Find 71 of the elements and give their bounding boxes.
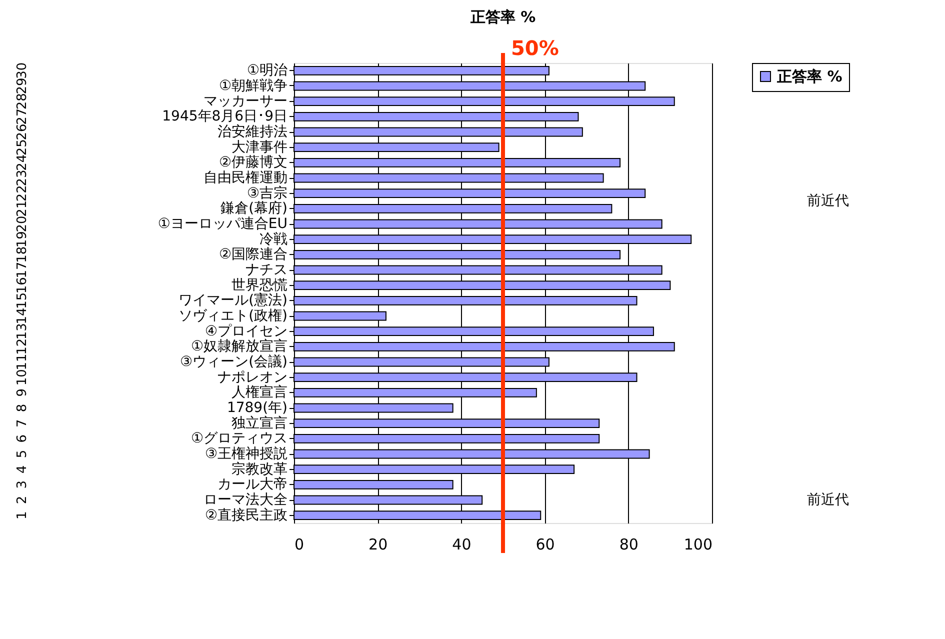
y-tick-label: 1789(年) xyxy=(226,400,288,416)
y-tick-label: ④プロイセン xyxy=(204,323,288,340)
y-tick-label: ②伊藤博文 xyxy=(218,154,288,171)
y-tick-label: 冷戦 xyxy=(260,231,288,248)
ref-line-label: 50% xyxy=(511,36,559,60)
y-tick-label: ①奴隷解放宣言 xyxy=(190,338,288,355)
y-tick-label: ①ヨーロッパ連合EU xyxy=(158,216,288,232)
legend-label: 正答率 % xyxy=(776,68,842,86)
y2-tick-label: 19 xyxy=(15,231,30,248)
x-tick-label: 80 xyxy=(619,536,638,554)
y-tick-label: マッカーサー xyxy=(204,93,288,110)
y2-tick-label: 23 xyxy=(15,170,30,186)
y2-tick-label: 7 xyxy=(15,419,30,428)
y2-tick-label: 27 xyxy=(15,108,30,125)
y2-tick-label: 25 xyxy=(15,139,30,156)
y-tick-label: ローマ法大全 xyxy=(204,492,288,508)
x-tick-label: 100 xyxy=(684,536,712,554)
y2-tick-label: 14 xyxy=(15,308,30,324)
y2-tick-label: 8 xyxy=(15,404,30,412)
y2-tick-label: 6 xyxy=(15,434,30,443)
y2-tick-label: 30 xyxy=(15,62,30,79)
y2-tick-label: 22 xyxy=(15,185,30,202)
text: 前近代 xyxy=(807,492,849,508)
text: 前近代 xyxy=(807,193,849,209)
y-tick-label: ①朝鮮戦争 xyxy=(218,78,288,94)
y-tick-label: 鎌倉(幕府) xyxy=(220,200,288,217)
y-tick-label: ③ウィーン(会議) xyxy=(180,354,288,370)
y2-tick-label: 21 xyxy=(15,200,30,217)
y-tick-label: ワイマール(憲法) xyxy=(178,292,288,309)
y-tick-label: 独立宣言 xyxy=(232,415,288,432)
y2-tick-label: 10 xyxy=(15,369,30,386)
y-tick-label: ナポレオン xyxy=(218,369,288,386)
y-tick-label: ③吉宗 xyxy=(246,185,288,202)
y2-tick-label: 4 xyxy=(15,465,30,474)
y-tick-label: ソヴィエト(政権) xyxy=(178,308,288,324)
y2-tick-label: 2 xyxy=(15,496,30,504)
y-tick-label: 大津事件 xyxy=(232,139,288,156)
y2-tick-label: 20 xyxy=(15,216,30,232)
y-tick-label: ②国際連合 xyxy=(218,246,288,263)
y-tick-label: ③王権神授説 xyxy=(204,446,288,462)
y2-tick-label: 11 xyxy=(15,354,30,370)
y2-tick-label: 12 xyxy=(15,338,30,355)
y-tick-label: ②直接民主政 xyxy=(204,507,288,524)
x-tick-label: 20 xyxy=(368,536,388,554)
y-tick-label: ①グロティウス xyxy=(190,430,288,447)
x-tick-label: 60 xyxy=(536,536,555,554)
x-tick-label: 0 xyxy=(294,536,304,554)
y-tick-label: 1945年8月6日･9日 xyxy=(162,108,288,125)
y2-tick-label: 16 xyxy=(15,277,30,294)
y2-tick-label: 28 xyxy=(15,93,30,110)
y2-tick-label: 29 xyxy=(15,78,30,94)
chart-title: 正答率 % xyxy=(469,8,536,26)
y2-tick-label: 1 xyxy=(15,511,30,520)
y-tick-label: 人権宣言 xyxy=(232,384,288,401)
y-tick-label: 自由民権運動 xyxy=(204,170,288,186)
y2-tick-label: 15 xyxy=(15,292,30,309)
y-tick-label: ①明治 xyxy=(246,62,288,79)
y-tick-label: ナチス xyxy=(246,262,288,278)
x-tick-label: 40 xyxy=(452,536,472,554)
y2-tick-label: 9 xyxy=(15,388,30,397)
y-tick-label: カール大帝 xyxy=(218,476,288,493)
y2-tick-label: 18 xyxy=(15,246,30,263)
y2-tick-label: 24 xyxy=(15,154,30,171)
y2-tick-label: 26 xyxy=(15,124,30,140)
y2-tick-label: 3 xyxy=(15,480,30,489)
y-tick-label: 世界恐慌 xyxy=(232,277,288,294)
y2-tick-label: 5 xyxy=(15,450,30,458)
y2-tick-label: 17 xyxy=(15,262,30,278)
y-tick-label: 治安維持法 xyxy=(218,124,288,140)
y2-tick-label: 13 xyxy=(15,323,30,340)
y-tick-label: 宗教改革 xyxy=(232,461,288,478)
